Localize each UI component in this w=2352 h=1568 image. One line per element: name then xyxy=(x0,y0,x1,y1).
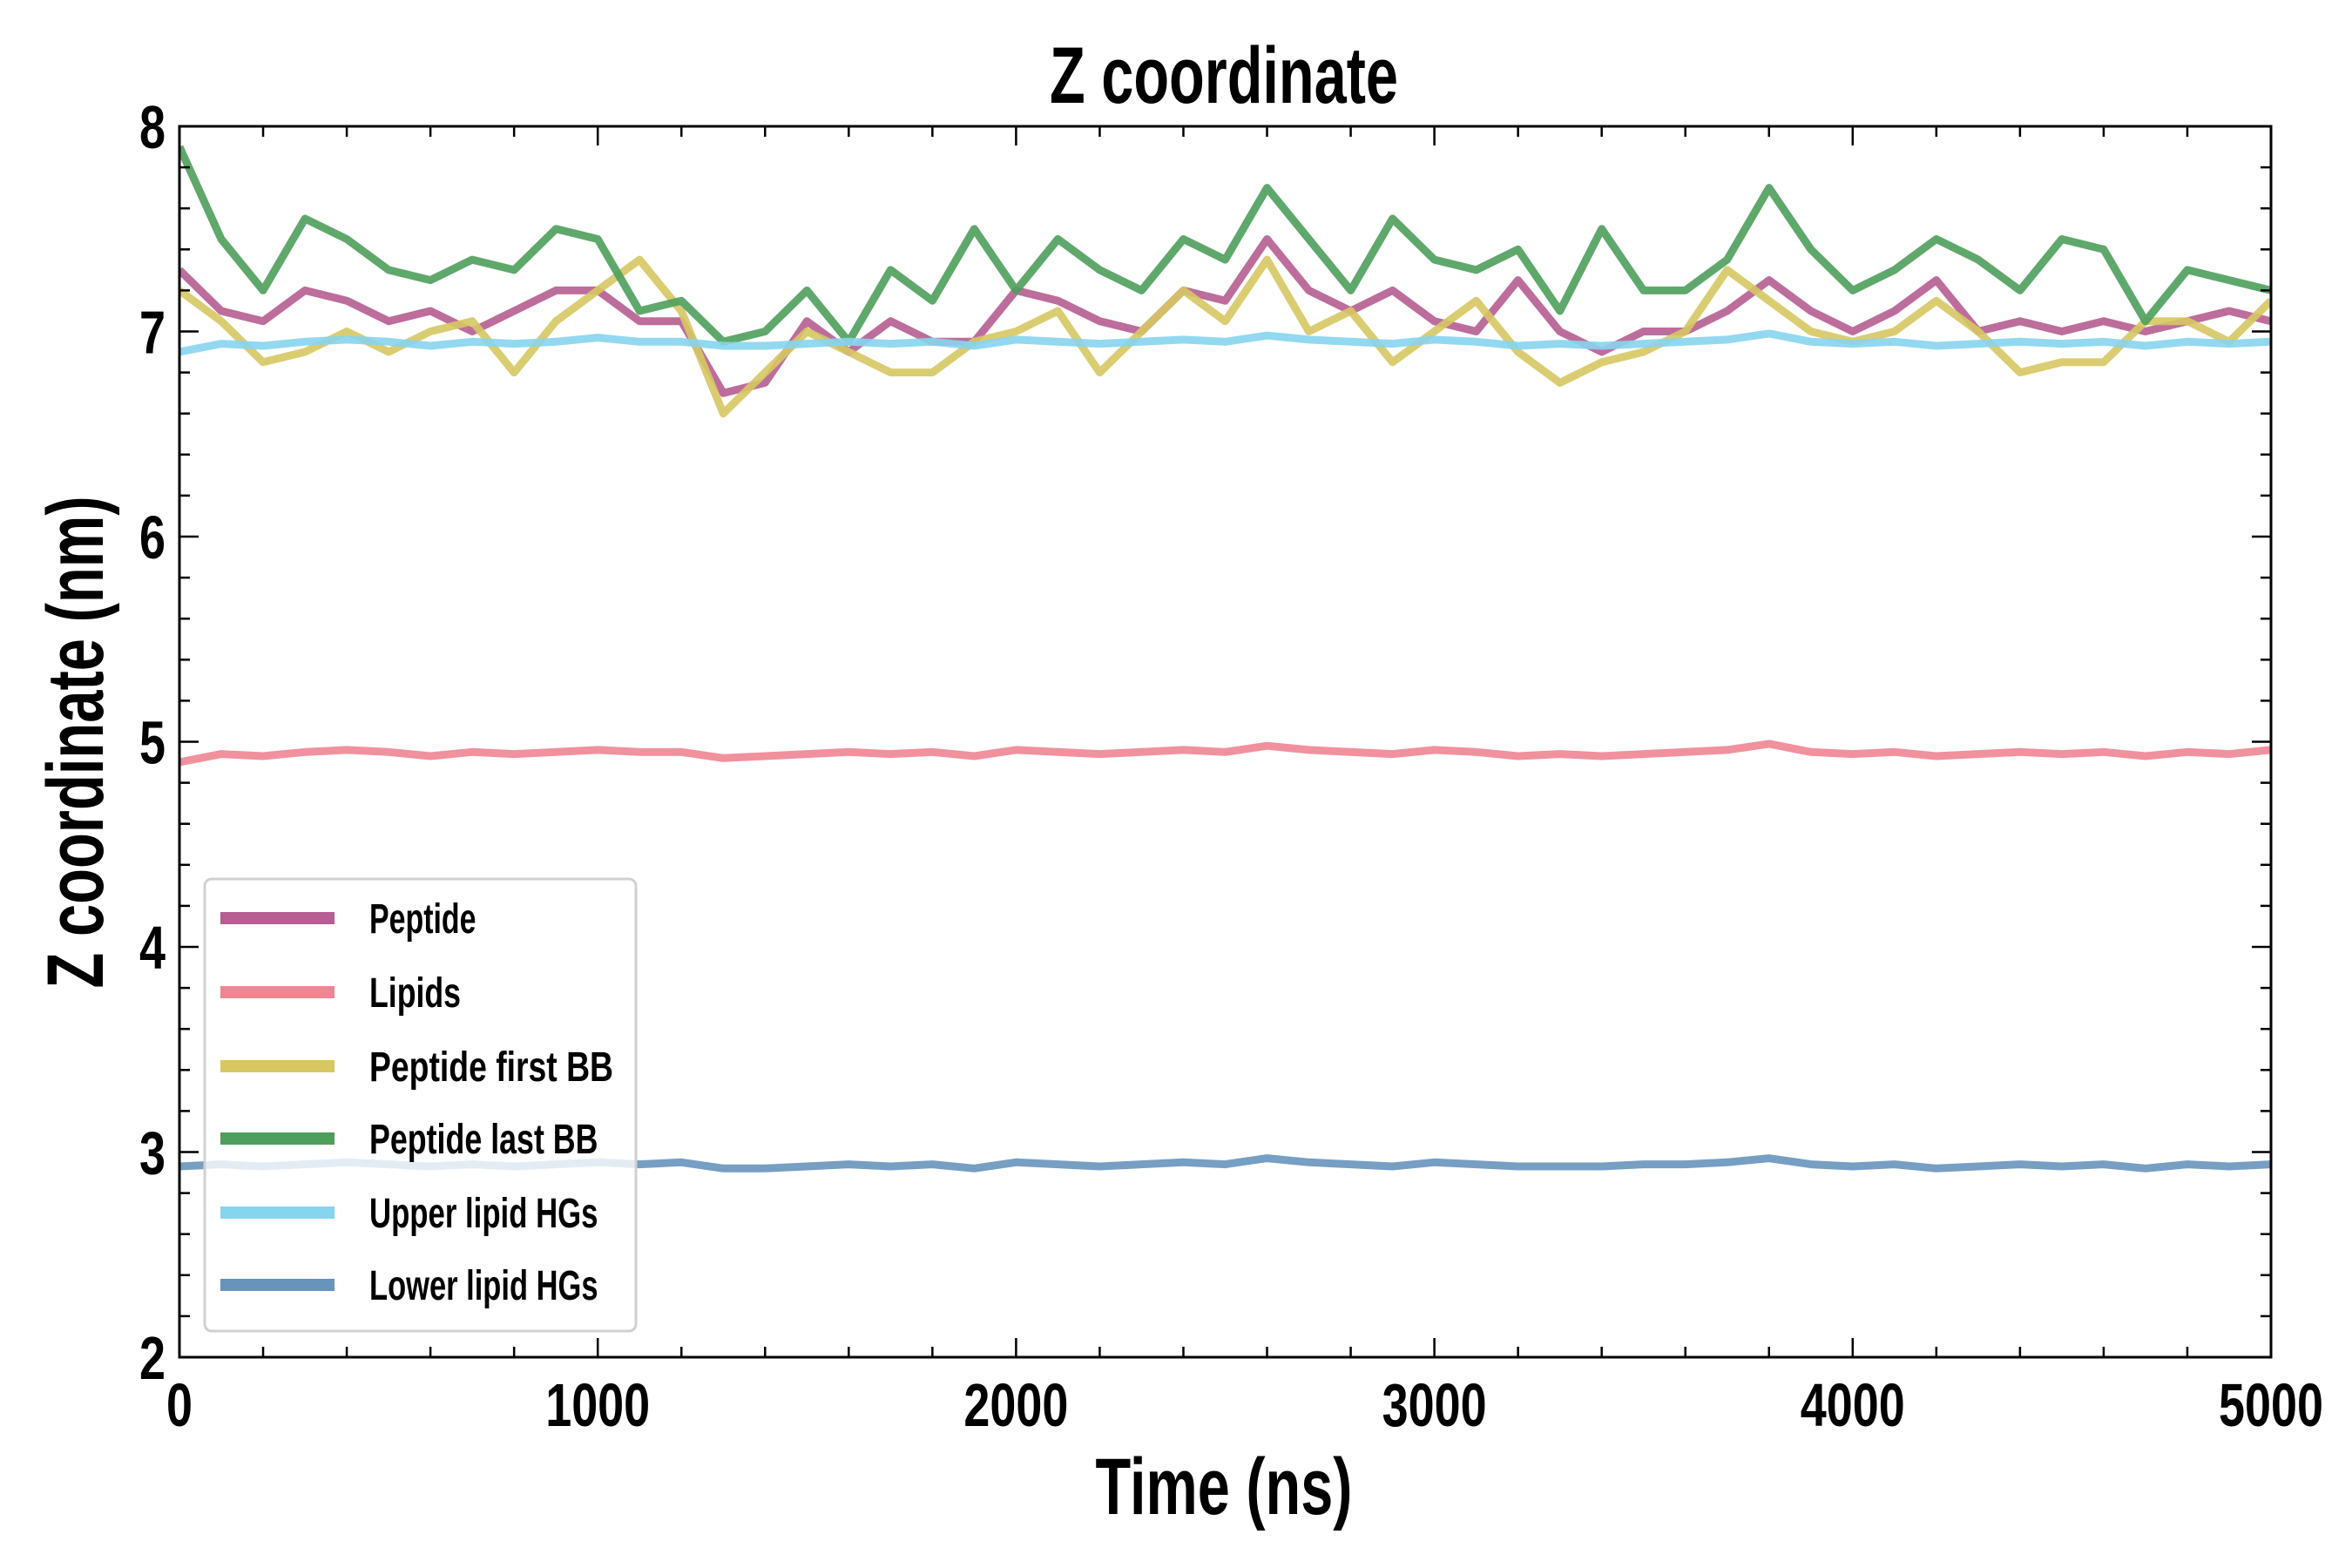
series-line-upper-lipid-hgs xyxy=(179,329,2271,356)
legend-label: Peptide xyxy=(369,896,476,943)
legend-label: Lipids xyxy=(369,970,461,1017)
series-line-peptide xyxy=(179,235,2271,397)
y-tick-label: 7 xyxy=(139,299,166,367)
x-axis-label: Time (ns) xyxy=(1096,1443,1353,1531)
plot-frame xyxy=(178,125,2273,1359)
y-tick-label: 6 xyxy=(139,504,166,571)
y-tick-label: 3 xyxy=(139,1119,166,1187)
y-tick-label: 8 xyxy=(139,93,166,161)
x-tick-label: 0 xyxy=(166,1371,193,1439)
x-tick-label: 4000 xyxy=(1801,1371,1905,1439)
y-tick-label: 4 xyxy=(139,914,166,982)
x-tick-label: 5000 xyxy=(2219,1371,2323,1439)
x-tick-label: 1000 xyxy=(545,1371,650,1439)
y-axis-label: Z coordinate (nm) xyxy=(31,497,120,989)
series-line-lipids xyxy=(179,740,2271,767)
chart-title: Z coordinate xyxy=(1050,31,1398,120)
y-tick-label: 2 xyxy=(139,1324,166,1392)
x-tick-label: 2000 xyxy=(963,1371,1068,1439)
series-line-peptide-first-bb xyxy=(179,255,2271,418)
legend-label: Peptide last BB xyxy=(369,1117,598,1163)
y-tick-label: 5 xyxy=(139,709,166,777)
legend: Peptide Lipids Peptide first BB Peptide las… xyxy=(203,877,638,1333)
x-tick-label: 3000 xyxy=(1382,1371,1487,1439)
series-line-peptide-last-bb xyxy=(179,145,2271,346)
legend-label: Upper lipid HGs xyxy=(369,1191,598,1237)
legend-label: Peptide first BB xyxy=(369,1044,613,1091)
legend-label: Lower lipid HGs xyxy=(369,1263,598,1309)
axes: 0 1000 2000 3000 4000 5000 2 3 4 5 6 7 8 xyxy=(139,93,2323,1439)
